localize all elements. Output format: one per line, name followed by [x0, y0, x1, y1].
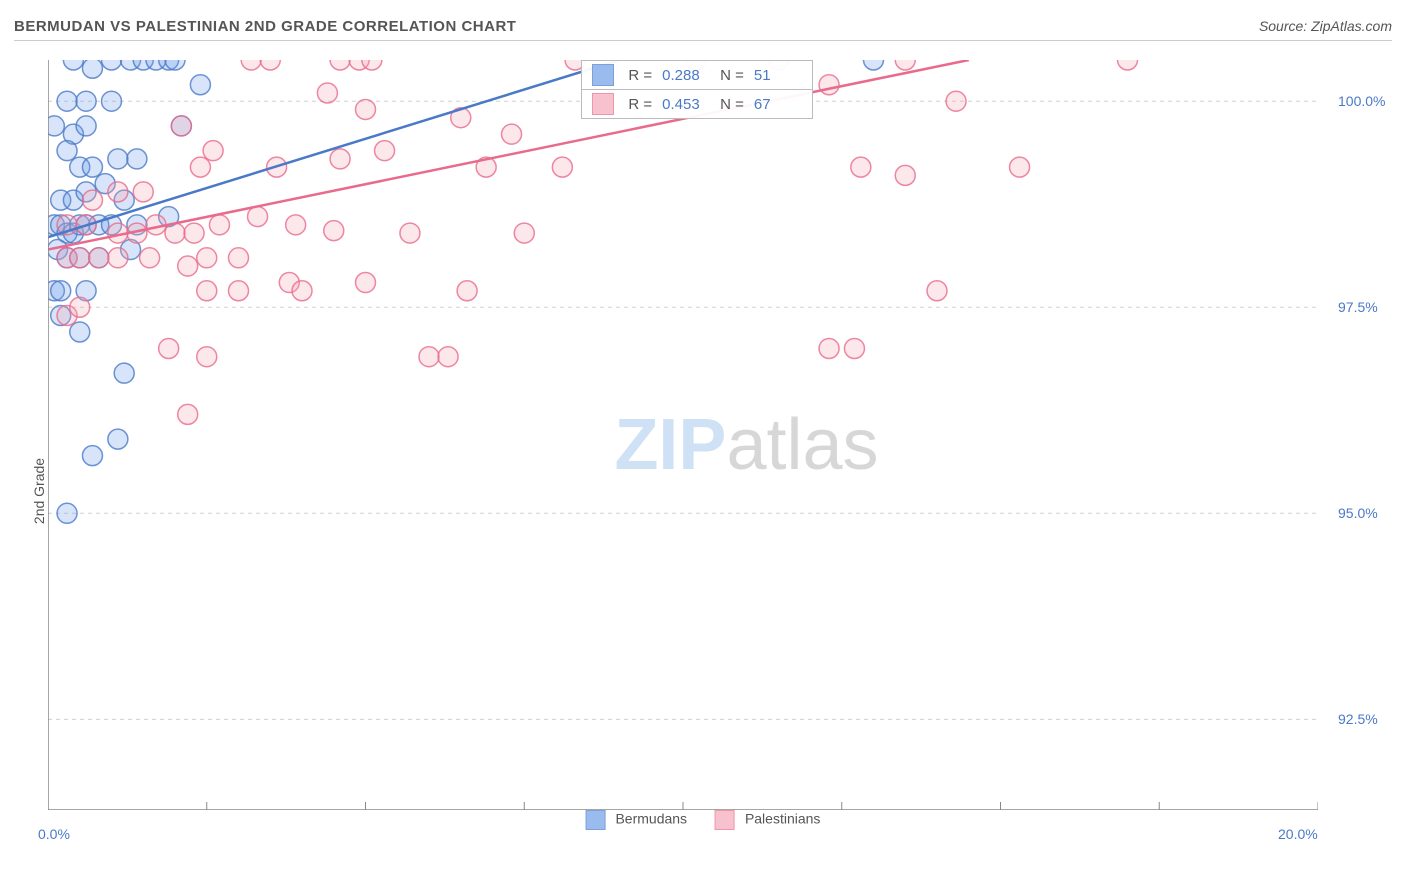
legend-label-bermudans: Bermudans [615, 811, 687, 827]
stat-r: 0.288 [662, 67, 710, 84]
xtick-label: 20.0% [1278, 826, 1318, 842]
stats-row: R =0.288N =51 [582, 61, 812, 90]
stat-n: 67 [754, 96, 802, 113]
legend-item-palestinians: Palestinians [715, 810, 820, 830]
header-bar: BERMUDAN VS PALESTINIAN 2ND GRADE CORREL… [14, 12, 1392, 41]
swatch-palestinians [715, 810, 735, 830]
y-axis-label: 2nd Grade [31, 458, 47, 524]
source-label: Source: ZipAtlas.com [1259, 18, 1392, 34]
legend-item-bermudans: Bermudans [586, 810, 687, 830]
swatch-bermudans [586, 810, 606, 830]
stat-r: 0.453 [662, 96, 710, 113]
stats-swatch [592, 93, 614, 115]
ytick-label: 92.5% [1338, 711, 1378, 727]
stats-legend: R =0.288N =51R =0.453N =67 [581, 60, 813, 119]
stats-swatch [592, 64, 614, 86]
legend-label-palestinians: Palestinians [745, 811, 821, 827]
chart-svg: ZIPatlas [48, 60, 1318, 810]
ytick-label: 95.0% [1338, 505, 1378, 521]
xtick-label: 0.0% [38, 826, 70, 842]
bottom-legend: Bermudans Palestinians [586, 810, 821, 830]
plot-area: ZIPatlas [48, 60, 1318, 810]
stats-row: R =0.453N =67 [582, 90, 812, 118]
ytick-label: 100.0% [1338, 93, 1385, 109]
svg-text:ZIPatlas: ZIPatlas [614, 405, 878, 485]
stat-n: 51 [754, 67, 802, 84]
chart-title: BERMUDAN VS PALESTINIAN 2ND GRADE CORREL… [14, 18, 516, 35]
ytick-label: 97.5% [1338, 299, 1378, 315]
